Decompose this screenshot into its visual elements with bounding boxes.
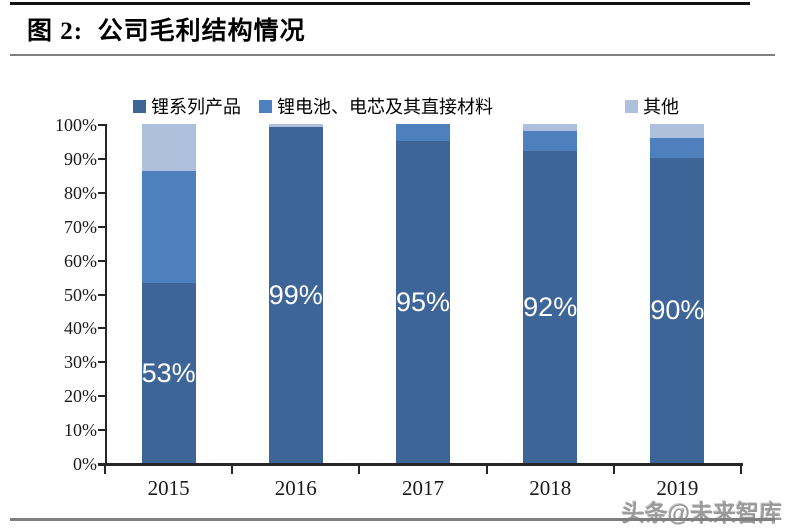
bar-segment (141, 171, 196, 284)
figure-title: 图 2: 公司毛利结构情况 (27, 18, 306, 45)
x-axis-category-label: 2018 (529, 476, 572, 500)
y-axis-tick (98, 395, 106, 398)
bar-segment (396, 140, 450, 463)
y-axis-tick (98, 157, 106, 160)
bar-data-label: 99% (268, 280, 323, 311)
bar-segment (141, 124, 196, 172)
y-axis-line (105, 124, 107, 465)
y-axis-tick-label: 10% (64, 420, 97, 441)
watermark-text: 头条@未来智库 (621, 500, 782, 526)
y-axis-tick-label: 40% (64, 318, 97, 339)
legend-item: 锂电池、电芯及其直接材料 (259, 93, 493, 119)
legend-swatch-icon (259, 99, 272, 113)
x-axis-tick (740, 465, 742, 474)
x-axis-category-label: 2016 (274, 476, 317, 500)
y-axis-tick-label: 70% (64, 216, 97, 237)
y-axis-tick-label: 90% (64, 148, 97, 169)
y-axis-tick-label: 80% (64, 182, 97, 203)
bar-segment (268, 127, 323, 463)
legend-swatch-icon (133, 99, 146, 113)
x-axis-tick (104, 465, 106, 474)
bar-segment (523, 130, 578, 152)
bar-segment (650, 157, 705, 463)
bar-data-label: 92% (523, 292, 578, 323)
y-axis-tick (98, 259, 106, 262)
y-axis-tick (98, 191, 106, 194)
legend-label: 锂电池、电芯及其直接材料 (277, 97, 493, 117)
x-axis-category-label: 2017 (401, 476, 444, 500)
x-axis-tick (612, 465, 615, 474)
bar-data-label: 53% (141, 358, 196, 389)
legend-swatch-icon (625, 99, 638, 113)
bar-data-label: 90% (650, 295, 705, 326)
x-axis-category-label: 2015 (147, 476, 190, 500)
legend-label: 其他 (643, 97, 679, 117)
y-axis-tick (98, 463, 106, 465)
bar-segment (650, 137, 705, 158)
x-axis-line (98, 463, 743, 466)
bar-segment (523, 124, 578, 131)
y-axis-tick-label: 60% (64, 250, 97, 271)
bar-segment (650, 124, 705, 138)
x-axis-tick (231, 465, 234, 474)
legend-item: 其他 (625, 93, 679, 119)
y-axis-tick-label: 30% (64, 352, 97, 373)
y-axis-tick-label: 20% (64, 386, 97, 407)
x-axis-tick (485, 465, 488, 474)
x-axis-tick (358, 465, 361, 474)
x-axis-category-label: 2019 (656, 476, 699, 500)
top-rule (10, 2, 750, 5)
y-axis-tick (98, 327, 106, 330)
bar-segment (523, 151, 578, 463)
bar-segment (268, 124, 323, 128)
legend-item: 锂系列产品 (133, 93, 241, 119)
y-axis-tick (98, 293, 106, 296)
y-axis-tick (98, 361, 106, 364)
y-axis-tick (98, 124, 106, 126)
y-axis-tick (98, 429, 106, 432)
y-axis-tick-label: 0% (73, 454, 97, 474)
chart-legend: 锂系列产品 锂电池、电芯及其直接材料 其他 (133, 93, 679, 119)
bar-segment (396, 124, 450, 141)
bottom-rule (10, 518, 775, 521)
legend-label: 锂系列产品 (151, 97, 241, 117)
y-axis-tick-label: 100% (55, 115, 97, 135)
bar-data-label: 95% (395, 286, 451, 317)
bar-segment (141, 283, 196, 463)
y-axis-tick (98, 225, 106, 228)
title-divider-rule (10, 54, 775, 56)
y-axis-tick-label: 50% (64, 284, 97, 305)
